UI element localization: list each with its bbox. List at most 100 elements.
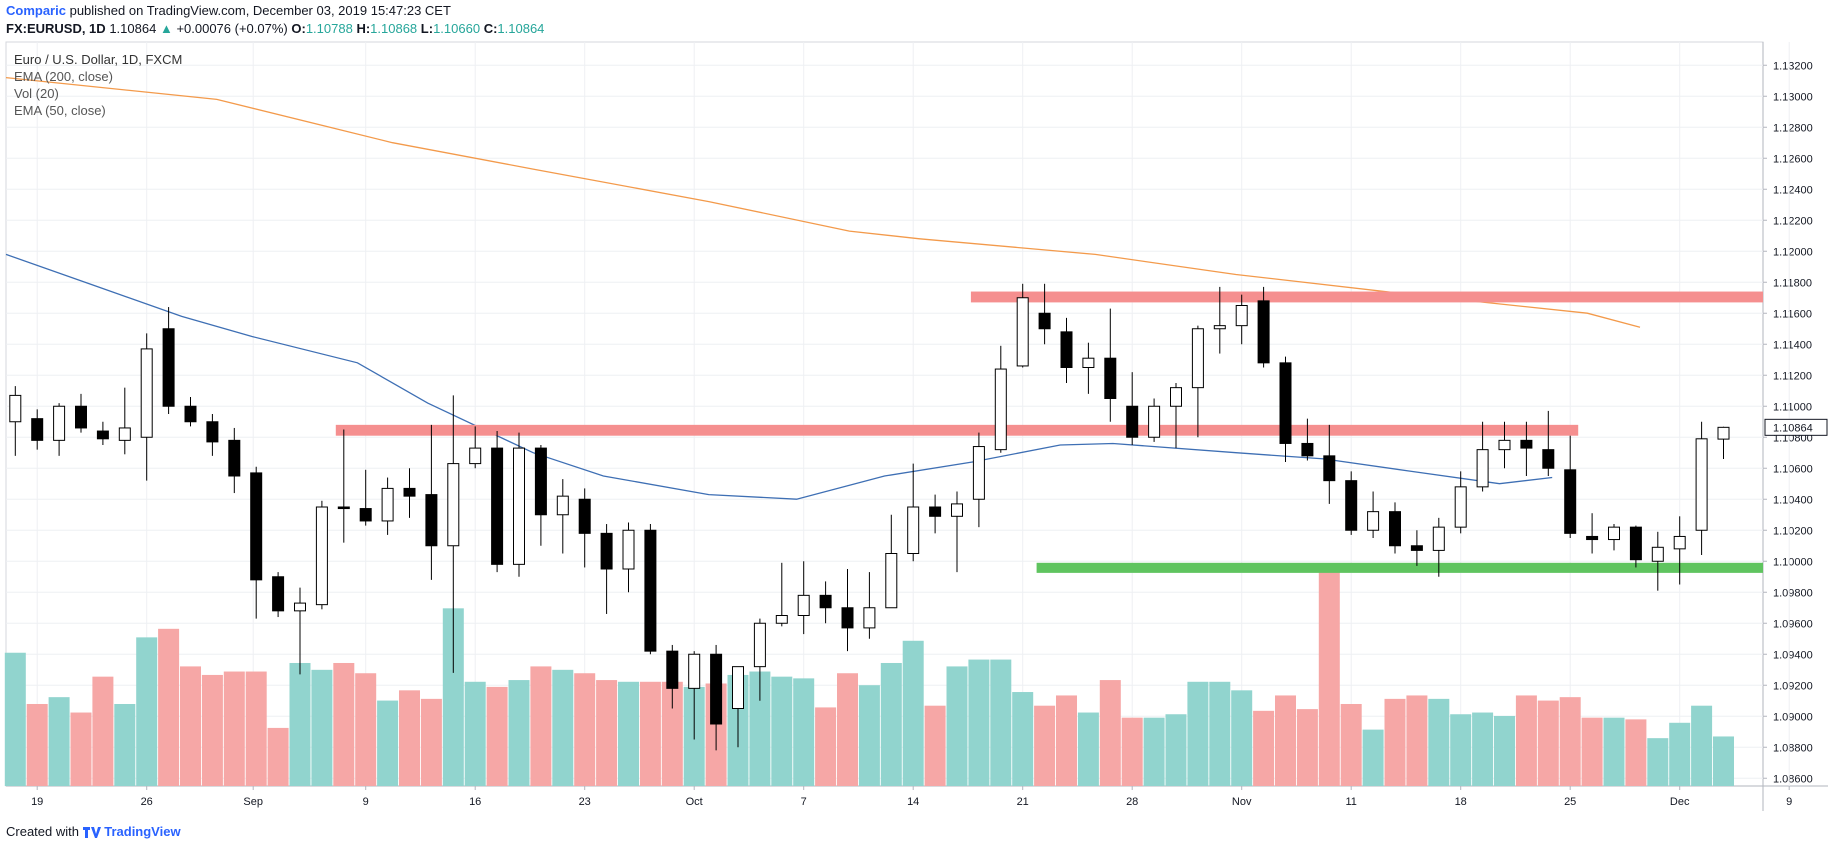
h-label: H:: [356, 21, 371, 36]
volume-bar: [289, 662, 311, 786]
legend-ema50[interactable]: EMA (50, close): [14, 103, 106, 118]
candle-body: [994, 368, 1007, 451]
volume-bar: [333, 662, 355, 786]
publish-info: Comparic published on TradingView.com, D…: [6, 3, 451, 18]
candle-body: [469, 447, 482, 465]
candle-body: [1345, 480, 1358, 531]
volume-bar: [1187, 681, 1209, 786]
created-with-text: Created with: [6, 824, 79, 839]
volume-bar: [990, 659, 1012, 786]
candle-body: [578, 498, 591, 534]
candle-body: [403, 487, 416, 497]
candle-body: [1586, 535, 1599, 541]
volume-bar: [1603, 717, 1625, 786]
y-tick-label: 1.12800: [1773, 122, 1813, 134]
candle-body: [1170, 387, 1182, 407]
candle-body: [885, 553, 898, 609]
volume-bar: [1515, 695, 1537, 786]
candle-body: [1038, 312, 1051, 330]
volume-bar: [946, 666, 968, 786]
y-tick-label: 1.13200: [1773, 60, 1813, 72]
x-tick-label: Sep: [243, 796, 263, 808]
candle-body: [775, 615, 788, 624]
candle-body: [534, 447, 547, 516]
volume-bar: [552, 669, 574, 786]
volume-bar: [1362, 729, 1384, 786]
volume-bar: [1034, 705, 1056, 786]
volume-bar: [837, 673, 858, 786]
candle-body: [1629, 526, 1642, 561]
x-tick-label: 11: [1345, 796, 1356, 808]
y-tick-label: 1.10600: [1773, 463, 1813, 475]
legend-volume[interactable]: Vol (20): [14, 86, 59, 101]
candle-body: [206, 421, 219, 443]
y-tick-label: 1.09400: [1773, 649, 1813, 661]
volume-bar: [815, 707, 837, 786]
candle-body: [951, 503, 963, 517]
x-tick-label: 28: [1126, 796, 1138, 808]
last-price-label: 1.10864: [1773, 422, 1813, 434]
volume-bar: [530, 666, 552, 786]
tradingview-brand[interactable]: TradingView: [104, 824, 181, 839]
candle-body: [644, 529, 657, 652]
candle-body: [929, 506, 942, 517]
mid-resistance-zone: [335, 424, 1579, 436]
volume-bar: [924, 705, 946, 786]
upper-resistance-zone: [970, 291, 1763, 303]
y-tick-label: 1.09800: [1773, 587, 1813, 599]
volume-bar: [1406, 695, 1428, 786]
volume-bar: [596, 680, 618, 786]
x-tick-label: 26: [141, 796, 153, 808]
l-label: L:: [420, 21, 434, 36]
x-tick-label: 16: [469, 796, 481, 808]
volume-bar: [749, 671, 771, 786]
legend-ema200[interactable]: EMA (200, close): [14, 69, 113, 84]
candle-body: [688, 653, 701, 689]
candle-body: [972, 446, 985, 500]
volume-bar: [442, 608, 464, 786]
y-tick-label: 1.12200: [1773, 215, 1813, 227]
volume-bar: [1143, 717, 1165, 786]
last-price: 1.10864: [109, 21, 157, 36]
y-tick-label: 1.12400: [1773, 184, 1813, 196]
volume-bar: [574, 673, 596, 786]
candle-body: [1608, 526, 1620, 541]
x-tick-label: 9: [363, 796, 369, 808]
volume-bar: [92, 676, 114, 786]
volume-bar: [1713, 736, 1734, 786]
candle-body: [1454, 486, 1467, 528]
candle-body: [1235, 305, 1248, 327]
candle-body: [1432, 526, 1445, 551]
candle-body: [1673, 535, 1686, 550]
volume-bar: [1056, 695, 1077, 786]
volume-bar: [201, 674, 223, 786]
volume-bar: [1253, 710, 1275, 786]
volume-bar: [1165, 714, 1187, 786]
candle-body: [1213, 325, 1226, 330]
volume-bar: [1428, 698, 1450, 786]
volume-bar: [355, 673, 377, 786]
volume-bar: [1450, 714, 1472, 786]
x-tick-label: Nov: [1232, 796, 1252, 808]
x-tick-label: 25: [1564, 796, 1576, 808]
last-price-box: [1764, 418, 1828, 436]
author-name[interactable]: Comparic: [6, 3, 66, 18]
volume-bar: [858, 685, 880, 786]
volume-bar: [223, 671, 245, 786]
x-tick-label: 18: [1455, 796, 1467, 808]
candle-body: [1498, 439, 1511, 451]
candle-body: [666, 650, 679, 689]
y-tick-label: 1.11800: [1773, 277, 1812, 289]
volume-bar: [618, 681, 639, 786]
volume-bar: [48, 697, 70, 786]
y-tick-label: 1.10400: [1773, 494, 1813, 506]
candle-body: [491, 447, 504, 565]
o-value: 1.10788: [305, 21, 353, 36]
candle-body: [75, 405, 87, 429]
candle-body: [1410, 545, 1423, 551]
candle-body: [425, 494, 438, 547]
y-tick-label: 1.11400: [1773, 339, 1812, 351]
c-value: 1.10864: [497, 21, 545, 36]
candle-body: [556, 495, 569, 516]
